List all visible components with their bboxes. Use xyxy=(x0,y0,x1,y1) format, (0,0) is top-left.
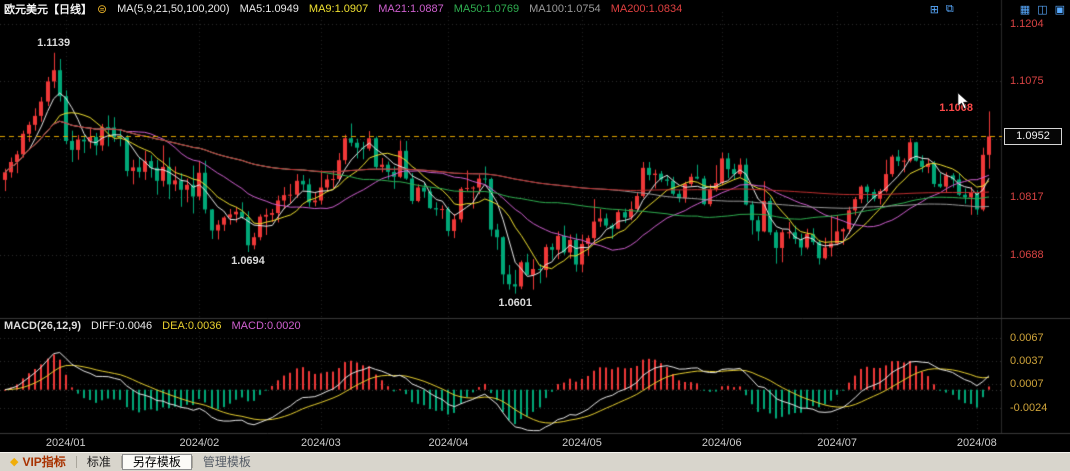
grid-layout-icon[interactable]: ▦ xyxy=(1019,3,1031,16)
window-icon-group: ⊞ ⧉ xyxy=(930,3,954,16)
tab-standard[interactable]: 标准 xyxy=(86,454,111,469)
chart-canvas[interactable] xyxy=(0,0,1070,452)
tab-save-template[interactable]: 另存模板 xyxy=(121,454,192,470)
tab-divider xyxy=(75,456,77,468)
diamond-icon: ◆ xyxy=(10,455,19,468)
status-bar: ◆ VIP指标 标准 另存模板 管理模板 xyxy=(0,452,1070,471)
tab-vip-label: VIP指标 xyxy=(22,454,66,469)
period-menu-icon[interactable]: ⊜ xyxy=(97,2,108,16)
pop-out-icon[interactable]: ⧉ xyxy=(945,2,954,15)
tab-divider xyxy=(191,456,193,468)
split-layout-icon[interactable]: ◫ xyxy=(1037,3,1048,16)
add-window-icon[interactable]: ⊞ xyxy=(929,3,939,16)
tab-divider xyxy=(120,456,122,468)
layout-icon-group: ▦ ◫ ▣ xyxy=(1020,3,1065,16)
tab-vip-indicator[interactable]: ◆ VIP指标 xyxy=(0,454,76,471)
single-layout-icon[interactable]: ▣ xyxy=(1054,3,1065,16)
mouse-cursor-icon xyxy=(957,92,969,110)
last-price-box: 1.0952 xyxy=(1004,128,1062,145)
tab-manage-template[interactable]: 管理模板 xyxy=(202,454,251,469)
